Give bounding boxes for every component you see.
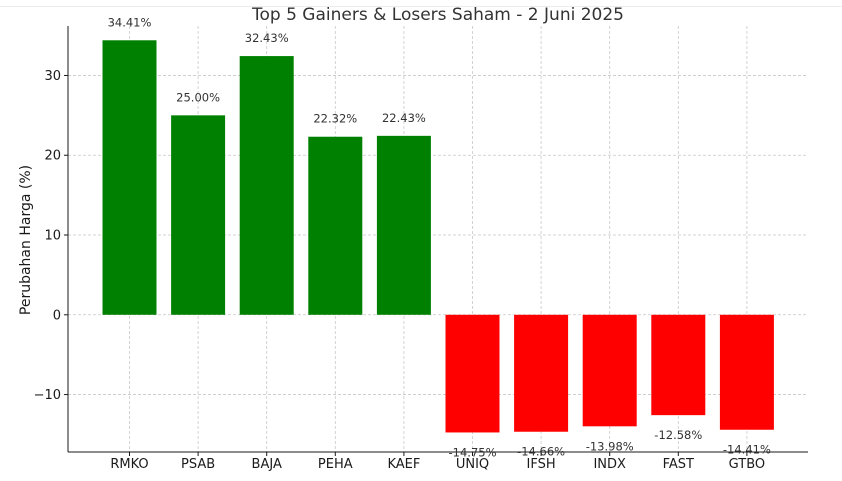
x-tick-label: INDX [593, 457, 626, 472]
bar-kaef [376, 135, 431, 315]
data-label: -12.58% [654, 428, 702, 442]
bar-psab [171, 115, 226, 315]
bar-indx [582, 314, 637, 427]
x-tick-label: IFSH [527, 457, 556, 472]
x-tick-label: BAJA [252, 457, 282, 472]
y-tick-label: 0 [53, 308, 61, 323]
x-tick-label: PSAB [181, 457, 215, 472]
x-tick-label: UNIQ [456, 457, 489, 472]
data-labels: 34.41% 25.00% 32.43% 22.32% 22.43% -14.75% -14… [108, 15, 771, 459]
chart-title: Top 5 Gainers & Losers Saham - 2 Juni 20… [251, 5, 624, 25]
data-label: 34.41% [108, 15, 152, 29]
y-tick-label: 20 [44, 149, 61, 164]
data-label: 25.00% [176, 90, 220, 104]
data-label: -14.66% [517, 445, 565, 459]
bar-fast [651, 314, 706, 416]
y-tick-label: 30 [44, 69, 61, 84]
x-tick-label: GTBO [729, 457, 765, 472]
x-tick-label: KAEF [387, 457, 420, 472]
bar-uniq [445, 314, 500, 433]
bar-ifsh [514, 314, 569, 432]
data-label: 22.43% [382, 111, 426, 125]
bar-rmko [102, 40, 157, 315]
x-tick-label: PEHA [318, 457, 353, 472]
y-tick-label: 10 [44, 229, 61, 244]
data-label: 22.32% [313, 112, 357, 126]
data-label: 32.43% [245, 31, 289, 45]
data-label: -14.41% [723, 443, 771, 457]
bars [102, 40, 774, 433]
bar-peha [308, 136, 363, 315]
data-label: -13.98% [586, 439, 634, 453]
x-tick-label: RMKO [110, 457, 148, 472]
bar-baja [239, 56, 294, 315]
x-tick-label: FAST [663, 457, 694, 472]
y-axis-label: Perubahan Harga (%) [18, 165, 34, 315]
y-tick-label: −10 [34, 388, 61, 403]
top-border [0, 0, 842, 7]
tick-labels: −10 0 10 20 30 RMKO PSAB BAJA PEHA KAEF UNIQ IFSH IN… [34, 69, 766, 472]
axes [67, 26, 808, 453]
data-label: -14.75% [449, 445, 497, 459]
bar-gtbo [719, 314, 774, 430]
